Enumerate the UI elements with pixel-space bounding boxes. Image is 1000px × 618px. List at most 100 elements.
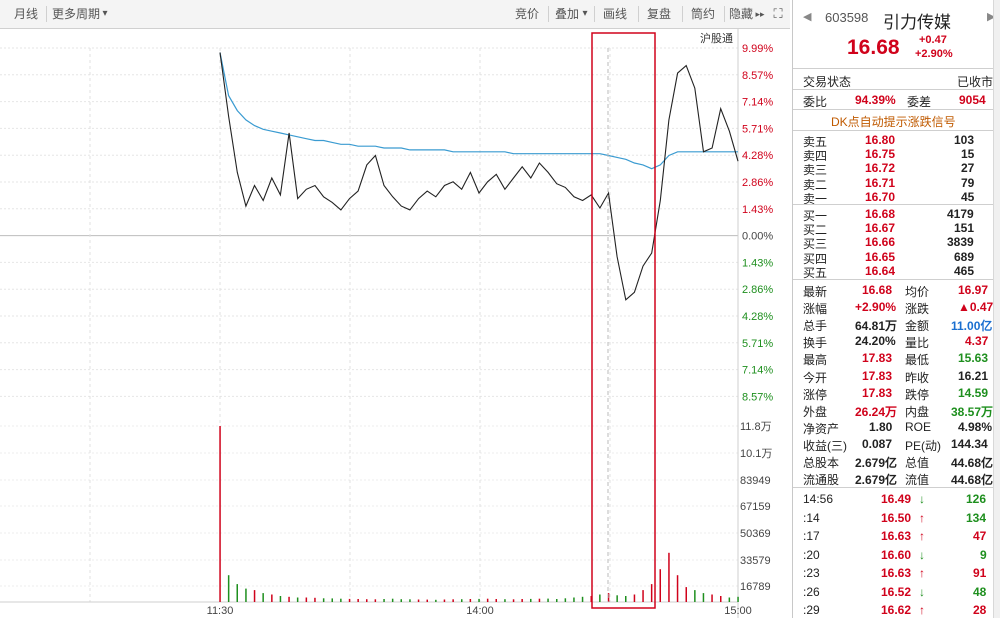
volume-axis-label: 10.1万 bbox=[740, 448, 772, 460]
stat-value: 14.59 bbox=[958, 385, 989, 400]
time-axis-label: 14:00 bbox=[466, 605, 494, 617]
sell-order-row: 卖四 16.75 15 bbox=[793, 147, 993, 163]
current-price: 16.68 bbox=[847, 36, 900, 59]
order-level-label: 卖三 bbox=[803, 163, 828, 178]
order-price: 16.65 bbox=[865, 249, 896, 264]
panel-scrollbar[interactable] bbox=[993, 0, 1000, 618]
divider bbox=[793, 130, 993, 131]
buy-order-row: 买五 16.64 465 bbox=[793, 263, 993, 280]
order-price: 16.75 bbox=[865, 147, 896, 162]
more-periods-button[interactable]: 更多周期 bbox=[51, 7, 100, 21]
volume-bar bbox=[581, 596, 584, 602]
order-volume: 465 bbox=[954, 263, 975, 278]
time-axis-label: 11:30 bbox=[207, 605, 234, 617]
volume-bar bbox=[461, 599, 463, 602]
tick-direction-icon: ↓ bbox=[919, 584, 925, 599]
weicha-value: 9054 bbox=[959, 93, 986, 107]
order-price: 16.72 bbox=[865, 161, 896, 176]
simple-button[interactable]: 筒约 bbox=[690, 7, 715, 21]
stat-label: 涨幅 bbox=[803, 302, 828, 317]
volume-bar bbox=[607, 593, 610, 602]
replay-button[interactable]: 复盘 bbox=[646, 7, 671, 21]
stat-label: 今开 bbox=[803, 370, 828, 385]
tick-row: :23 16.63 ↑ 91 bbox=[793, 566, 993, 580]
stats-row: 最高 17.83 最低 15.63 bbox=[793, 351, 993, 367]
stat-label: 涨停 bbox=[803, 387, 828, 402]
volume-axis-label: 33579 bbox=[740, 555, 771, 567]
volume-bar bbox=[271, 594, 273, 602]
signal-banner-text[interactable]: DK点自动提示涨跌信号 bbox=[831, 115, 956, 129]
chevron-down-icon[interactable]: ▾ bbox=[582, 8, 588, 19]
auction-button[interactable]: 竞价 bbox=[514, 7, 539, 21]
intraday-chart-svg: 9.99% 8.57% 7.14% 5.71% 4.28% 2.86% 1.43% 0.00%… bbox=[0, 28, 773, 618]
sell-order-row: 卖五 16.80 103 bbox=[793, 133, 993, 149]
tick-volume: 91 bbox=[973, 566, 987, 580]
quote-panel: ◀ 603598 引力传媒 ▶ 16.68 +0.47 +2.90% 交易状态 … bbox=[792, 0, 1000, 618]
stat-label: PE(动) bbox=[905, 438, 942, 453]
weibi-label: 委比 bbox=[803, 95, 828, 109]
volume-bar bbox=[650, 584, 653, 602]
stat-label: 最新 bbox=[803, 285, 828, 299]
intraday-chart[interactable]: 9.99% 8.57% 7.14% 5.71% 4.28% 2.86% 1.43% 0.00%… bbox=[0, 28, 792, 618]
tick-volume: 134 bbox=[966, 510, 987, 525]
draw-line-button[interactable]: 画线 bbox=[602, 7, 627, 21]
order-book-divider bbox=[793, 204, 993, 205]
pct-axis-label: 2.86% bbox=[742, 177, 773, 189]
volume-bar bbox=[633, 594, 636, 602]
tick-price: 16.50 bbox=[881, 510, 912, 525]
volume-bar bbox=[538, 598, 541, 602]
order-level-label: 买一 bbox=[803, 209, 828, 223]
stat-label: 收益(三) bbox=[803, 438, 847, 453]
prev-stock-icon[interactable]: ◀ bbox=[803, 11, 812, 23]
next-stock-icon[interactable]: ▶ bbox=[987, 11, 996, 23]
stat-label: 总值 bbox=[905, 456, 930, 470]
tick-price: 16.52 bbox=[881, 584, 912, 599]
volume-bar bbox=[400, 599, 402, 602]
double-arrow-icon[interactable]: ▸▸ bbox=[755, 9, 765, 19]
stat-value: 24.20% bbox=[855, 334, 896, 349]
stat-value: 44.68亿 bbox=[951, 456, 994, 470]
price-change-pct: +2.90% bbox=[915, 48, 953, 60]
order-volume: 3839 bbox=[947, 235, 974, 250]
tick-time: :20 bbox=[803, 547, 820, 562]
stat-value: 16.21 bbox=[958, 368, 989, 383]
volume-bar bbox=[262, 593, 264, 602]
volume-axis-label: 83949 bbox=[740, 475, 771, 487]
volume-axis-label: 11.8万 bbox=[740, 421, 772, 433]
overlay-button[interactable]: 叠加 bbox=[554, 7, 579, 21]
tick-time: :23 bbox=[803, 566, 820, 580]
sell-order-row: 卖一 16.70 45 bbox=[793, 190, 993, 206]
buy-order-row: 买一 16.68 4179 bbox=[793, 207, 993, 223]
signal-banner[interactable]: DK点自动提示涨跌信号 bbox=[793, 113, 993, 129]
stat-value: 15.63 bbox=[958, 351, 989, 366]
trade-status-value: 已收市 bbox=[957, 75, 994, 89]
stat-value: 17.83 bbox=[862, 385, 893, 400]
period-month-button[interactable]: 月线 bbox=[13, 7, 38, 21]
divider bbox=[793, 68, 993, 69]
volume-bar bbox=[685, 587, 687, 602]
chevron-down-icon[interactable]: ▾ bbox=[102, 8, 108, 19]
volume-bar bbox=[227, 575, 230, 602]
tick-volume: 28 bbox=[973, 603, 987, 617]
order-level-label: 卖二 bbox=[803, 177, 828, 192]
volume-bar bbox=[616, 595, 618, 602]
volume-bar bbox=[530, 598, 532, 602]
volume-bar bbox=[357, 599, 359, 602]
trade-status-label: 交易状态 bbox=[803, 75, 852, 89]
toolbar-divider bbox=[724, 6, 725, 22]
volume-bar bbox=[564, 598, 567, 602]
hide-button[interactable]: 隐藏 bbox=[728, 7, 753, 21]
volume-bar bbox=[296, 597, 299, 602]
expand-icon[interactable]: ⛶ bbox=[773, 6, 783, 21]
sell-order-row: 卖二 16.71 79 bbox=[793, 175, 993, 192]
stock-name: 引力传媒 bbox=[883, 13, 951, 32]
volume-bar bbox=[728, 597, 731, 602]
toolbar-divider bbox=[548, 6, 549, 22]
stats-row: 换手 24.20% 量比 4.37 bbox=[793, 334, 993, 350]
order-price: 16.71 bbox=[865, 175, 896, 190]
order-price: 16.80 bbox=[865, 133, 896, 147]
tick-time: :29 bbox=[803, 603, 820, 617]
stat-label: 均价 bbox=[905, 285, 930, 299]
volume-bar bbox=[702, 593, 705, 602]
stat-value: 16.97 bbox=[958, 283, 989, 297]
